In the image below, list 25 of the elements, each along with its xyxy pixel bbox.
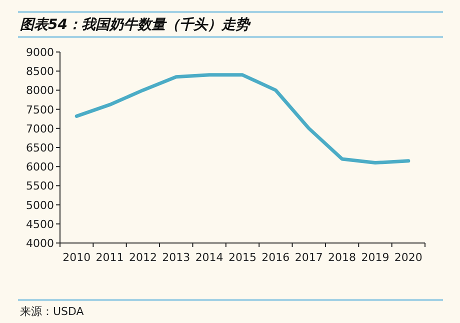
- x-tick-label: 2014: [195, 251, 224, 264]
- x-tick-label: 2020: [394, 251, 422, 264]
- y-tick-label: 4000: [26, 237, 54, 250]
- x-tick-label: 2012: [128, 251, 157, 264]
- line-series: [74, 73, 410, 165]
- y-tick-label: 7000: [26, 122, 54, 136]
- x-tick-label: 2016: [262, 251, 290, 264]
- y-tick-label: 5000: [26, 198, 54, 212]
- y-tick-label: 6000: [26, 160, 54, 174]
- chart-title: 图表54：我国奶牛数量（千头）走势: [20, 16, 252, 33]
- y-tick-label: 8500: [26, 65, 54, 78]
- source-note: 来源：USDA: [20, 305, 84, 318]
- x-tick-label: 2018: [328, 251, 356, 264]
- y-tick-label: 5500: [26, 180, 54, 193]
- y-tick-label: 8000: [26, 84, 54, 98]
- y-tick-label: 9000: [26, 46, 54, 59]
- x-tick-label: 2010: [62, 251, 91, 264]
- x-tick-label: 2011: [96, 251, 124, 264]
- y-tick-label: 4500: [26, 218, 54, 231]
- x-tick-label: 2013: [162, 251, 190, 264]
- x-tick-label: 2017: [294, 251, 323, 264]
- y-tick-label: 7500: [26, 103, 54, 116]
- y-tick-label: 6500: [26, 142, 54, 154]
- x-tick-label: 2019: [361, 251, 390, 264]
- x-tick-label: 2015: [228, 251, 256, 264]
